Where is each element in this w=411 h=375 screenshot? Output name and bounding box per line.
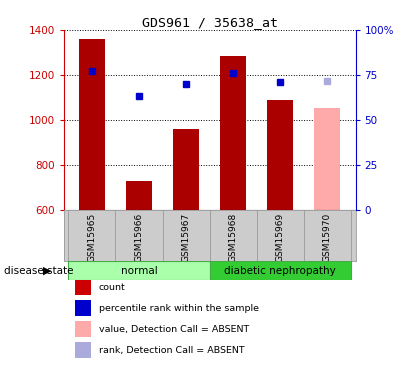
Text: disease state: disease state (4, 266, 74, 276)
Bar (68, 261, 210, 280)
Text: GSM15968: GSM15968 (229, 213, 238, 262)
Bar (75, 300, 91, 316)
Bar (75, 279, 91, 295)
Text: percentile rank within the sample: percentile rank within the sample (99, 304, 259, 313)
Text: GSM15965: GSM15965 (88, 213, 97, 262)
Bar (79, 39, 105, 210)
Bar (220, 56, 246, 210)
Text: rank, Detection Call = ABSENT: rank, Detection Call = ABSENT (99, 346, 245, 355)
Text: ▶: ▶ (43, 266, 52, 276)
Bar (173, 129, 199, 210)
Text: GSM15967: GSM15967 (182, 213, 191, 262)
Text: normal: normal (121, 266, 157, 276)
Text: value, Detection Call = ABSENT: value, Detection Call = ABSENT (99, 325, 249, 334)
Bar (126, 181, 152, 210)
Title: GDS961 / 35638_at: GDS961 / 35638_at (142, 16, 277, 29)
Text: GSM15969: GSM15969 (276, 213, 285, 262)
Text: count: count (99, 283, 125, 292)
Bar (267, 100, 293, 210)
Text: GSM15970: GSM15970 (323, 213, 332, 262)
Text: diabetic nephropathy: diabetic nephropathy (224, 266, 336, 276)
Text: GSM15966: GSM15966 (134, 213, 143, 262)
Bar (314, 108, 340, 210)
Bar (210, 261, 351, 280)
Bar (75, 321, 91, 337)
Bar (75, 342, 91, 358)
